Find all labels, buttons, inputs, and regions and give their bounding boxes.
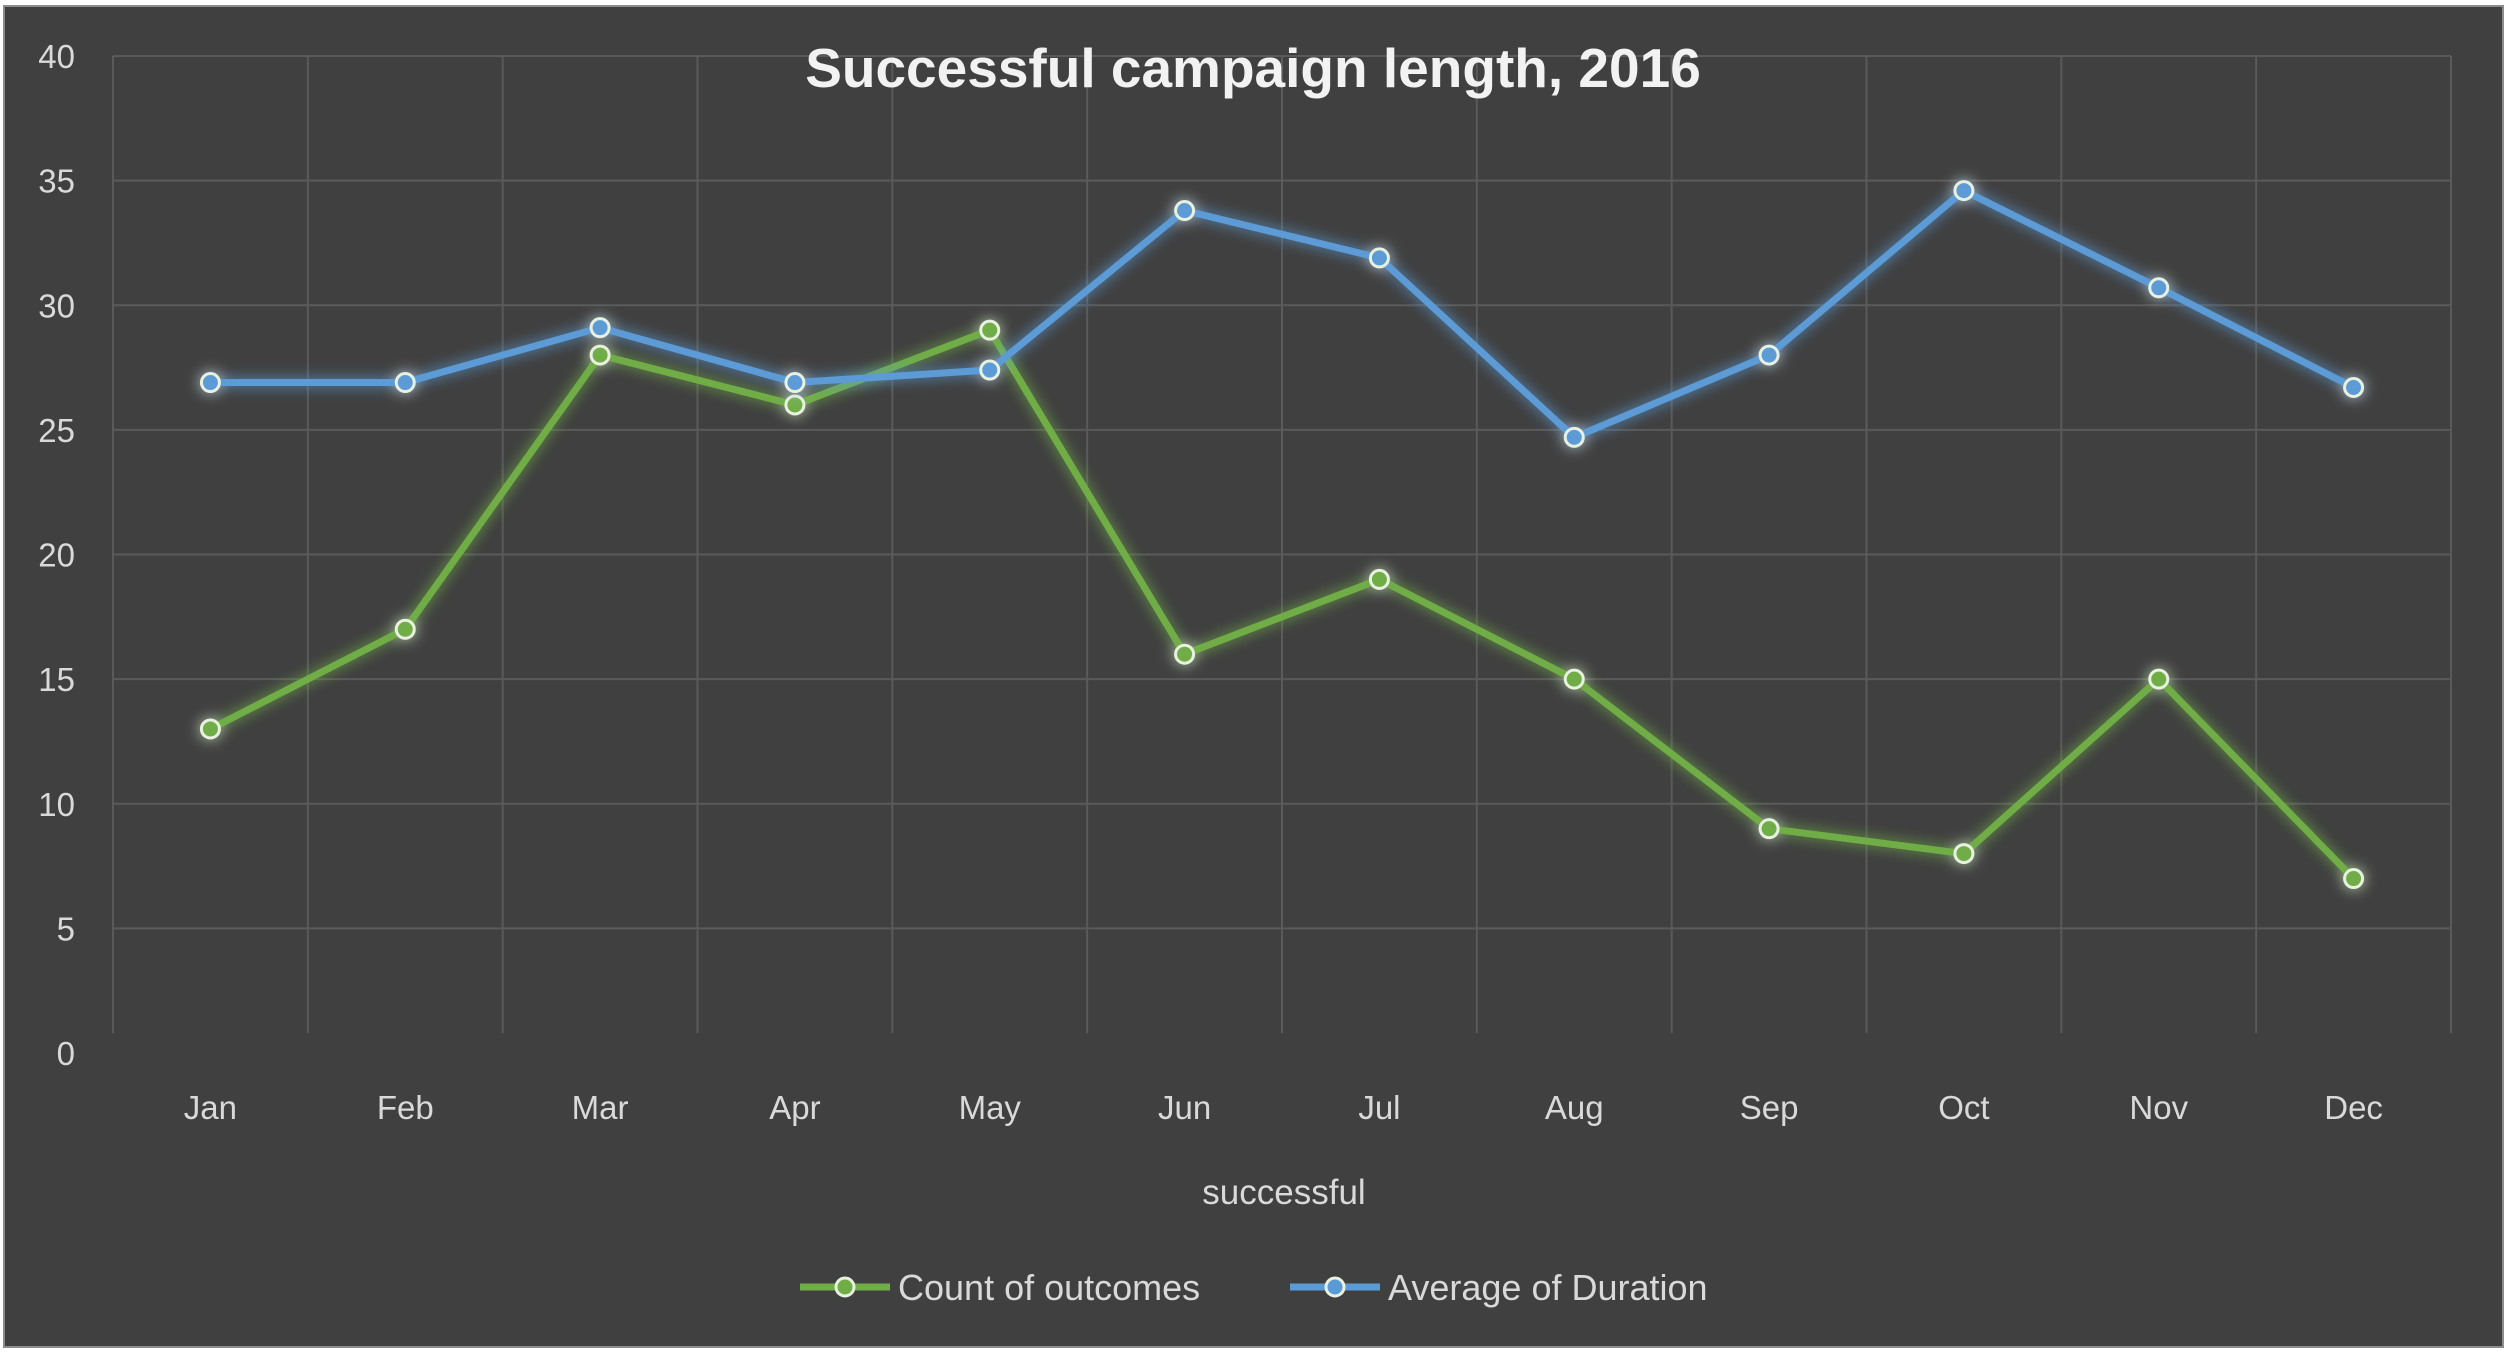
- data-point: [1953, 180, 1975, 202]
- legend-swatch-marker: [1324, 1276, 1346, 1298]
- y-tick-label: 10: [38, 786, 75, 823]
- chart-title: Successful campaign length, 2016: [805, 37, 1701, 99]
- data-point: [1368, 568, 1390, 590]
- x-tick-label: Apr: [769, 1089, 820, 1126]
- data-point: [394, 618, 416, 640]
- x-tick-label: Jan: [184, 1089, 237, 1126]
- data-point: [979, 359, 1001, 381]
- y-tick-label: 0: [57, 1035, 75, 1072]
- y-tick-label: 40: [38, 38, 75, 75]
- data-point: [199, 372, 221, 394]
- series-group: [199, 180, 2365, 448]
- data-point: [2343, 868, 2365, 890]
- x-tick-label: Jul: [1358, 1089, 1400, 1126]
- y-tick-label: 20: [38, 537, 75, 574]
- data-point: [589, 344, 611, 366]
- data-point: [784, 372, 806, 394]
- chart-frame: 0 5 10 15 20 25 30 35 40 Jan Feb Mar Apr May Jun Jul Au…: [3, 5, 2504, 1348]
- data-point: [2343, 377, 2365, 399]
- y-tick-label: 15: [38, 661, 75, 698]
- x-tick-label: Oct: [1938, 1089, 1989, 1126]
- y-axis-ticks: 0 5 10 15 20 25 30 35 40: [38, 38, 75, 1072]
- x-tick-label: Aug: [1545, 1089, 1604, 1126]
- series-lines: [199, 180, 2365, 890]
- data-point: [1758, 344, 1780, 366]
- data-point: [2148, 277, 2170, 299]
- series-line: [206, 187, 2358, 441]
- data-point: [1174, 200, 1196, 222]
- x-tick-label: Mar: [572, 1089, 629, 1126]
- y-tick-label: 5: [57, 910, 75, 947]
- y-tick-label: 25: [38, 412, 75, 449]
- legend: Count of outcomes Average of Duration: [800, 1267, 1708, 1308]
- legend-label: Average of Duration: [1388, 1267, 1708, 1308]
- data-point: [394, 372, 416, 394]
- x-tick-label: Dec: [2324, 1089, 2383, 1126]
- data-point: [1563, 668, 1585, 690]
- data-point: [1758, 818, 1780, 840]
- x-tick-label: Feb: [377, 1089, 434, 1126]
- series-group: [199, 319, 2365, 890]
- legend-label: Count of outcomes: [898, 1267, 1200, 1308]
- data-point: [1368, 247, 1390, 269]
- x-tick-label: Sep: [1740, 1089, 1799, 1126]
- data-point: [1953, 843, 1975, 865]
- data-point: [1174, 643, 1196, 665]
- x-tick-label: May: [959, 1089, 1022, 1126]
- data-point: [589, 317, 611, 339]
- x-tick-label: Jun: [1158, 1089, 1211, 1126]
- data-point: [2148, 668, 2170, 690]
- data-point: [199, 718, 221, 740]
- gridlines: [112, 55, 2452, 1033]
- data-point: [979, 319, 1001, 341]
- x-tick-label: Nov: [2129, 1089, 2188, 1126]
- series-line: [206, 326, 2358, 883]
- data-point: [784, 394, 806, 416]
- x-axis-title: successful: [1202, 1173, 1365, 1212]
- y-tick-label: 30: [38, 287, 75, 324]
- y-tick-label: 35: [38, 163, 75, 200]
- line-chart: 0 5 10 15 20 25 30 35 40 Jan Feb Mar Apr May Jun Jul Au…: [38, 37, 2452, 1308]
- data-point: [1563, 426, 1585, 448]
- x-axis-ticks: Jan Feb Mar Apr May Jun Jul Aug Sep Oct Nov Dec: [184, 1089, 2383, 1126]
- legend-swatch-marker: [834, 1276, 856, 1298]
